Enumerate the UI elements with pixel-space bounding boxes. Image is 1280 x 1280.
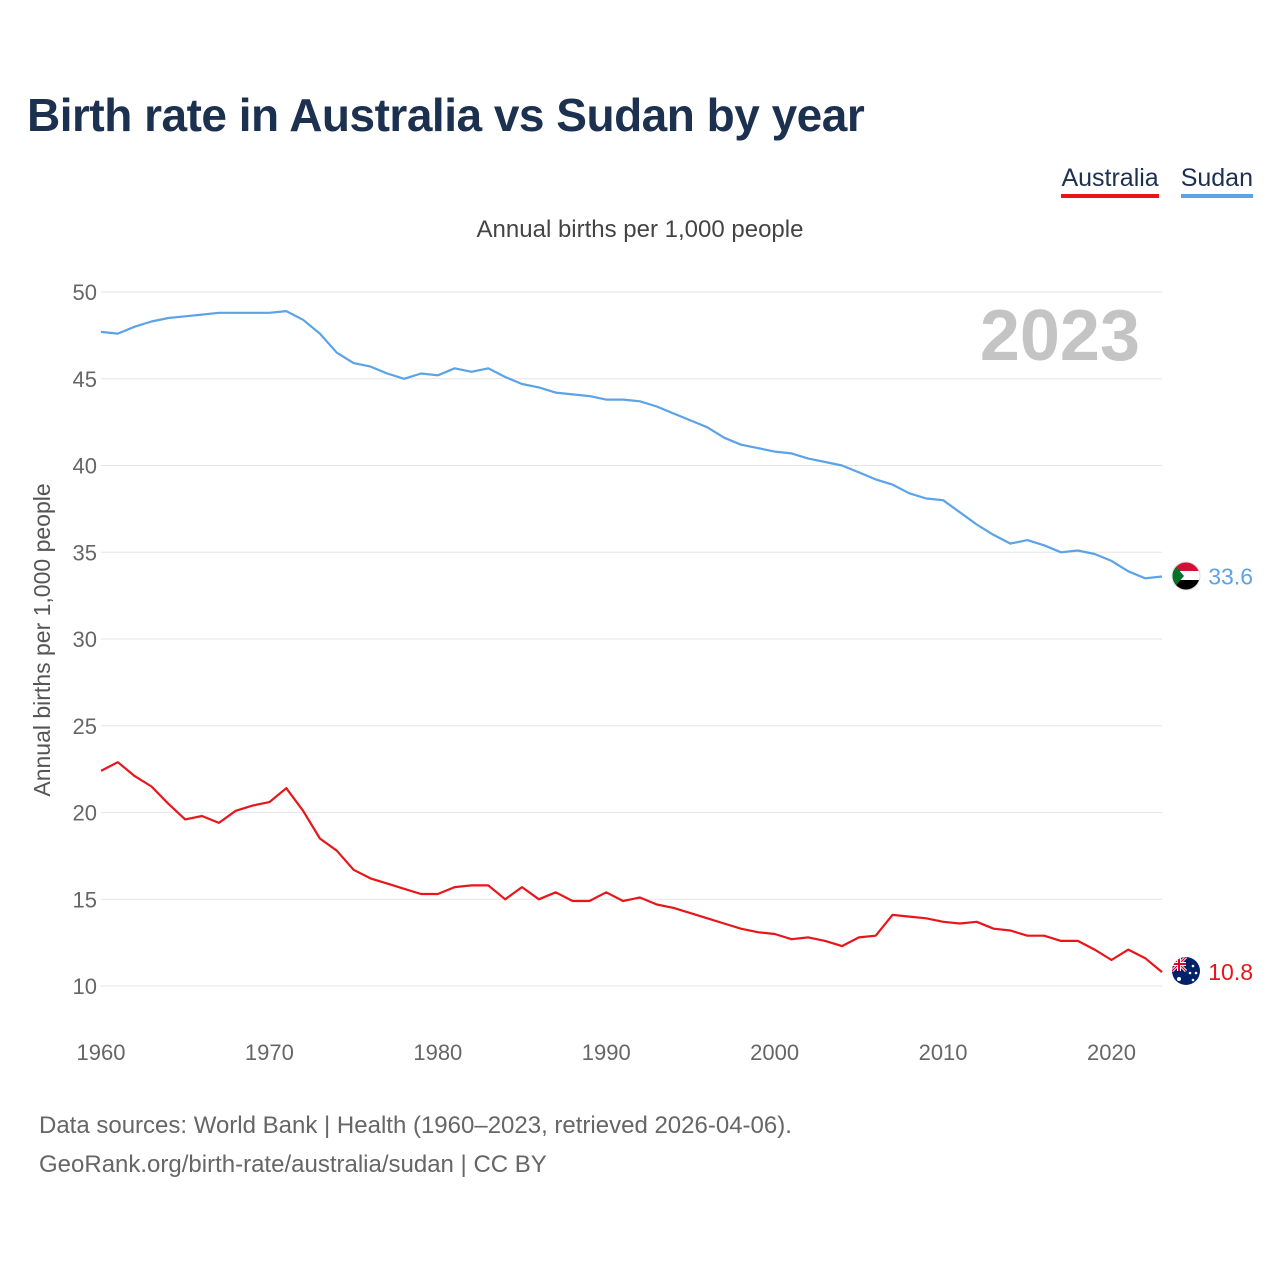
line-chart: 2023 Annual births per 1,000 people 10 15… [29, 280, 1253, 1065]
australia-flag-icon [1172, 957, 1200, 985]
chart-subtitle: Annual births per 1,000 people [476, 216, 804, 243]
end-label-sudan: 33.6 [1208, 564, 1253, 590]
y-tick-label: 30 [73, 627, 97, 652]
y-tick-label: 10 [73, 974, 97, 999]
legend-item-sudan[interactable]: Sudan [1180, 164, 1253, 198]
legend: Australia Sudan [1061, 164, 1253, 198]
y-tick-label: 35 [73, 540, 97, 565]
year-watermark: 2023 [980, 296, 1140, 376]
y-tick-label: 20 [73, 801, 97, 826]
y-tick-label: 40 [73, 454, 97, 479]
x-tick-label: 2010 [919, 1040, 968, 1065]
attribution-link[interactable]: GeoRank.org/birth-rate/australia/sudan |… [39, 1151, 547, 1178]
chart-footer: Data sources: World Bank | Health (1960–… [39, 1106, 792, 1184]
x-tick-label: 2000 [750, 1040, 799, 1065]
y-tick-label: 50 [73, 280, 97, 305]
x-tick-label: 1980 [413, 1040, 462, 1065]
y-tick-label: 25 [73, 714, 97, 739]
y-tick-label: 15 [73, 887, 97, 912]
sudan-flag-icon [1171, 561, 1201, 591]
chart-title: Birth rate in Australia vs Sudan by year [27, 89, 865, 141]
y-axis-label: Annual births per 1,000 people [29, 483, 55, 796]
x-tick-label: 1990 [582, 1040, 631, 1065]
legend-item-australia[interactable]: Australia [1061, 164, 1159, 198]
y-tick-label: 45 [73, 367, 97, 392]
x-tick-label: 1970 [245, 1040, 294, 1065]
x-tick-label: 2020 [1087, 1040, 1136, 1065]
data-source-text: Data sources: World Bank | Health (1960–… [39, 1112, 792, 1139]
end-label-australia: 10.8 [1208, 959, 1253, 985]
series-line-sudan[interactable] [100, 310, 1163, 580]
series-line-australia[interactable] [100, 761, 1163, 973]
x-tick-label: 1960 [77, 1040, 126, 1065]
